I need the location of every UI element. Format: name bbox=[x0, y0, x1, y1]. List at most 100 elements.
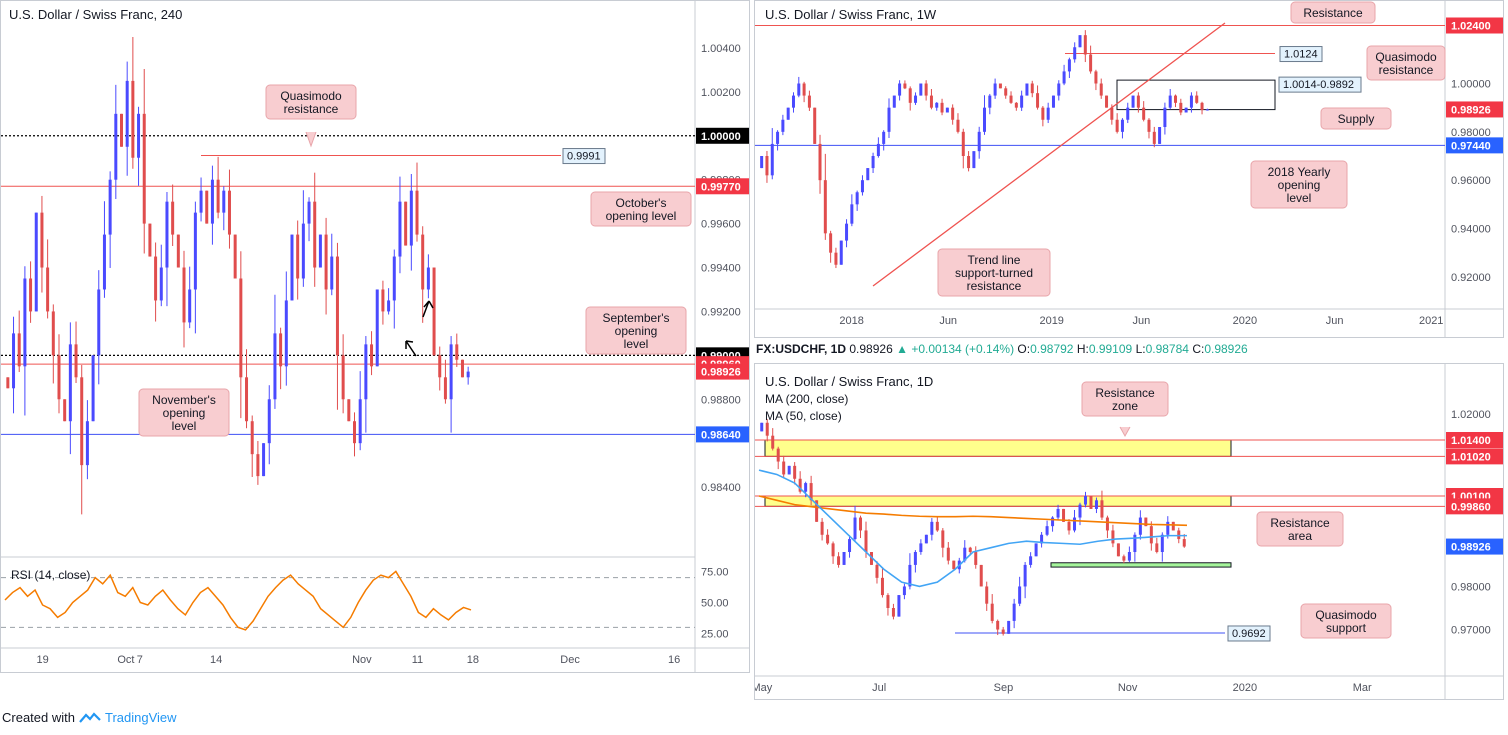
d1-candle-20 bbox=[869, 552, 873, 565]
d1-candle-63 bbox=[1105, 517, 1109, 531]
w1-candle-53 bbox=[1041, 107, 1045, 120]
w1-annotation-text-2-0: Supply bbox=[1338, 112, 1375, 126]
h4-candle-14 bbox=[85, 421, 89, 466]
h4-x-tick-2: 7 bbox=[137, 654, 143, 666]
d1-candle-9 bbox=[809, 483, 813, 501]
d1-candle-42 bbox=[990, 603, 994, 621]
w1-candle-66 bbox=[1110, 107, 1114, 120]
w1-candle-50 bbox=[1025, 83, 1029, 96]
d1-x-tick-4: 2020 bbox=[1233, 682, 1257, 694]
h4-candle-54 bbox=[313, 201, 317, 268]
w1-candle-6 bbox=[791, 95, 795, 108]
w1-candle-2 bbox=[770, 143, 774, 176]
h4-candle-50 bbox=[290, 234, 294, 301]
w1-annotation-box-2 bbox=[1320, 107, 1392, 130]
w1-candle-35 bbox=[945, 107, 949, 113]
h4-candle-77 bbox=[443, 377, 447, 400]
h4-candle-71 bbox=[409, 190, 413, 246]
w1-candle-31 bbox=[924, 83, 928, 96]
d1-candle-6 bbox=[793, 465, 797, 479]
w1-qm-value-box-text: 1.0124 bbox=[1284, 49, 1318, 61]
d1-candle-37 bbox=[963, 547, 967, 561]
w1-chart-svg[interactable]: 1.00000 0.98000 0.96000 0.94000 0.92000 1.024… bbox=[755, 1, 1504, 338]
d1-ma50-line bbox=[758, 469, 1187, 588]
d1-level-tag-text-3: 0.99860 bbox=[1451, 501, 1491, 513]
d1-info-high: 0.99109 bbox=[1088, 342, 1133, 356]
h4-candle-0 bbox=[6, 377, 10, 389]
h4-candle-13 bbox=[80, 377, 84, 466]
h4-level-tag-0 bbox=[696, 127, 749, 144]
w1-candle-28 bbox=[908, 88, 912, 103]
w1-candle-46 bbox=[1004, 88, 1008, 96]
h4-x-tick-5: 11 bbox=[412, 654, 423, 666]
h4-candle-62 bbox=[358, 399, 362, 444]
d1-candle-24 bbox=[891, 608, 895, 617]
h4-x-tick-3: 14 bbox=[210, 654, 222, 666]
h4-chart-svg[interactable]: 1.004001.002000.998000.996000.994000.992… bbox=[1, 1, 750, 673]
w1-candle-41 bbox=[977, 131, 981, 152]
w1-chart-panel[interactable]: 1.00000 0.98000 0.96000 0.94000 0.92000 1.024… bbox=[754, 0, 1504, 338]
h4-level-tag-4 bbox=[696, 363, 749, 380]
d1-annotation-text-0-0: Resistance bbox=[1095, 386, 1155, 400]
w1-candle-3 bbox=[776, 131, 780, 144]
w1-candle-71 bbox=[1136, 95, 1140, 108]
h4-candle-23 bbox=[137, 113, 141, 158]
h4-annotation-box-0 bbox=[265, 84, 357, 120]
w1-annotation-text-3-0: 2018 Yearly bbox=[1268, 165, 1331, 179]
d1-support-zone-rect bbox=[1050, 562, 1232, 568]
w1-candle-39 bbox=[967, 156, 971, 169]
d1-info-bar: FX:USDCHF, 1D 0.98926 ▲ +0.00134 (+0.14%… bbox=[756, 342, 1248, 356]
h4-annotation-text-3-2: level bbox=[172, 419, 197, 433]
h4-candle-75 bbox=[432, 267, 436, 356]
h4-candle-65 bbox=[375, 289, 379, 367]
d1-candle-58 bbox=[1078, 504, 1082, 518]
d1-candle-44 bbox=[1001, 629, 1005, 634]
h4-candle-58 bbox=[335, 256, 339, 356]
w1-candle-60 bbox=[1078, 35, 1082, 48]
h4-candle-73 bbox=[421, 234, 425, 290]
w1-candle-51 bbox=[1030, 83, 1034, 94]
d1-legend-ma50: MA (50, close) bbox=[765, 409, 842, 423]
h4-candle-55 bbox=[318, 234, 322, 268]
d1-candle-70 bbox=[1144, 517, 1148, 527]
d1-candle-75 bbox=[1171, 521, 1175, 531]
w1-chart-title: U.S. Dollar / Swiss Franc, 1W bbox=[765, 7, 937, 22]
h4-qm-value-box-text: 0.9991 bbox=[567, 151, 601, 163]
d1-candle-46 bbox=[1012, 603, 1016, 621]
d1-candle-22 bbox=[880, 577, 884, 596]
d1-info-o-label: O: bbox=[1017, 342, 1031, 356]
h4-annotation-text-1-1: opening level bbox=[606, 209, 677, 223]
h4-candle-21 bbox=[125, 80, 129, 147]
d1-candle-45 bbox=[1007, 620, 1011, 634]
h4-annotation-box-1 bbox=[590, 191, 692, 227]
h4-candle-78 bbox=[449, 344, 453, 400]
d1-level-tag-4 bbox=[1446, 538, 1503, 555]
h4-level-tag-1 bbox=[696, 178, 749, 195]
h4-candle-79 bbox=[455, 344, 459, 360]
d1-candle-27 bbox=[908, 564, 912, 587]
d1-x-tick-0: May bbox=[755, 682, 773, 694]
footer-brand[interactable]: TradingView bbox=[104, 710, 177, 725]
w1-candle-23 bbox=[882, 131, 886, 144]
d1-candle-38 bbox=[968, 547, 972, 552]
h4-candle-66 bbox=[381, 289, 385, 312]
w1-candle-44 bbox=[993, 83, 997, 96]
w1-supply-value-text: 1.0014-0.9892 bbox=[1283, 79, 1354, 91]
h4-chart-panel[interactable]: 1.004001.002000.998000.996000.994000.992… bbox=[0, 0, 750, 673]
w1-candle-82 bbox=[1195, 95, 1199, 103]
d1-candle-21 bbox=[875, 564, 879, 578]
d1-info-up-icon: ▲ bbox=[896, 342, 908, 356]
h4-level-tag-text-5: 0.98640 bbox=[701, 429, 741, 441]
w1-y-tick-1: 0.98000 bbox=[1451, 127, 1491, 139]
w1-candle-20 bbox=[866, 168, 870, 181]
footer: Created with TradingView bbox=[2, 710, 177, 725]
d1-annotation-text-2-1: support bbox=[1326, 621, 1367, 635]
h4-candle-12 bbox=[74, 344, 78, 378]
rsi-line bbox=[4, 570, 472, 631]
w1-candle-83 bbox=[1200, 102, 1204, 111]
d1-chart-panel[interactable]: 1.02000 0.98000 0.97000 1.01400 1.01020 1.001… bbox=[754, 363, 1504, 700]
h4-annotation-text-1-0: October's bbox=[616, 196, 667, 210]
h4-arrow-icon-0 bbox=[405, 340, 417, 357]
d1-chart-svg[interactable]: 1.020000.980000.970001.014001.010201.001… bbox=[755, 364, 1504, 700]
d1-info-symbol: FX:USDCHF, 1D bbox=[756, 342, 847, 356]
